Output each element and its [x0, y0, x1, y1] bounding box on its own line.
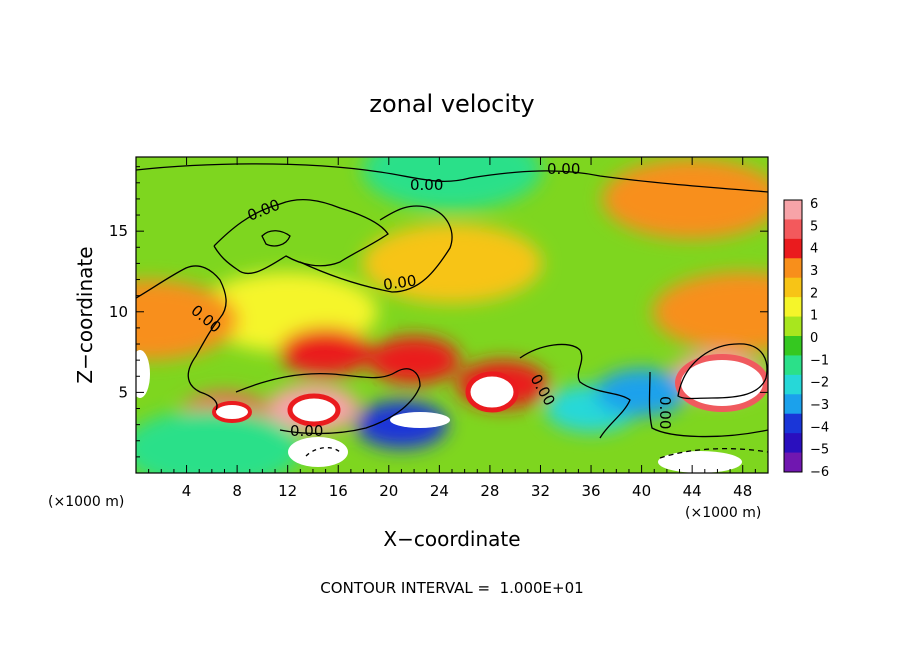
colorbar-tick-label: 1 [810, 309, 818, 324]
contour-middle [299, 205, 453, 293]
jet-core-southeast [658, 451, 742, 473]
colorbar-tick-label: 3 [810, 264, 818, 279]
field-blob [602, 158, 768, 239]
colorbar-frame [783, 199, 803, 473]
contour-label: 0.00 [410, 176, 443, 194]
colorbar-swatch [784, 297, 802, 318]
jet-core-bottom [288, 437, 348, 467]
colorbar-tick-label: −1 [810, 353, 829, 368]
colorbar-tick-label: −6 [810, 465, 829, 480]
x-axis-title: X−coordinate [383, 527, 520, 551]
colorbar-tick-label: −2 [810, 376, 829, 391]
contour-inner-loop [261, 230, 291, 247]
y-tick-label: 5 [118, 383, 128, 401]
y-tick-label: 15 [109, 222, 128, 240]
colorbar-swatch [784, 238, 802, 259]
jet-cores [136, 350, 768, 473]
field-blob [595, 368, 688, 417]
jet-core-center [287, 393, 341, 427]
x-unit-right: (×1000 m) [685, 505, 761, 521]
colorbar-tick-label: −4 [810, 420, 829, 435]
contour-lower-left [235, 368, 421, 435]
x-tick-label: 8 [232, 482, 242, 500]
chart-title: zonal velocity [369, 90, 534, 118]
contour-upper-loop [213, 198, 389, 275]
contour-lower-mid [519, 343, 631, 439]
field-blob [368, 336, 461, 385]
x-tick-label: 44 [683, 482, 702, 500]
x-axis: 4 8 12 16 20 24 28 32 36 40 44 48 [148, 157, 756, 500]
x-tick-label: 48 [733, 482, 752, 500]
colorbar-swatch [784, 258, 802, 279]
contour-mid-left [136, 265, 227, 411]
colorbar-tick-label: −3 [810, 398, 829, 413]
contour-east-loop [677, 343, 768, 400]
colorbar-tick-label: −5 [810, 443, 829, 458]
jet-core-west [212, 401, 252, 423]
colorbar-tick-label: 5 [810, 219, 818, 234]
colorbar-swatch [784, 433, 802, 454]
field-blob [362, 223, 542, 304]
contour-label: 0.00 [290, 422, 323, 440]
colorbar-tick-label: 4 [810, 242, 818, 257]
colorbar-swatch [784, 394, 802, 415]
x-tick-label: 4 [182, 482, 192, 500]
x-tick-label: 20 [379, 482, 398, 500]
contour-dashed-east [659, 447, 768, 459]
colorbar-swatch [784, 200, 802, 220]
jet-core-mid [465, 371, 519, 413]
field-blob [136, 408, 302, 473]
contour-east-bottom [648, 371, 768, 438]
y-tick-label: 10 [109, 303, 128, 321]
colorbar: 6 5 4 3 2 1 0 −1 −2 −3 −4 −5 −6 [783, 197, 829, 480]
field-blob [136, 279, 239, 360]
contour-label: 0.00 [382, 271, 418, 293]
x-tick-label: 28 [480, 482, 499, 500]
contour-interval-note: CONTOUR INTERVAL = 1.000E+01 [320, 579, 583, 597]
y-axis: 5 10 15 [109, 166, 768, 458]
colorbar-swatch [784, 219, 802, 240]
contour-label: 0.00 [547, 160, 580, 178]
colorbar-swatch [784, 316, 802, 337]
colorbar-tick-label: 6 [810, 197, 818, 212]
colorbar-swatch [784, 355, 802, 376]
x-unit-left: (×1000 m) [48, 494, 124, 510]
contour-label: 0.00 [656, 396, 674, 429]
x-tick-label: 12 [278, 482, 297, 500]
colorbar-swatch [784, 413, 802, 434]
contour-top [136, 163, 768, 193]
jet-core-east [675, 354, 768, 412]
jet-core-west-edge [136, 350, 150, 398]
colorbar-swatch [784, 374, 802, 395]
colorbar-swatch [784, 336, 802, 356]
field-blob [279, 328, 372, 377]
colorbar-tick-label: 2 [810, 286, 818, 301]
x-tick-label: 40 [632, 482, 651, 500]
field-blob [362, 157, 542, 210]
contour-dashed-center [305, 446, 341, 457]
x-tick-label: 36 [581, 482, 600, 500]
x-tick-label: 16 [329, 482, 348, 500]
colorbar-swatch [784, 452, 802, 473]
plot-area: 0.00 0.00 0.00 0.00 0.00 0.00 0.00 0.00 [136, 157, 768, 473]
x-tick-label: 32 [531, 482, 550, 500]
contour-lines [136, 163, 768, 459]
colorbar-tick-label: 0 [810, 331, 818, 346]
colorbar-swatch [784, 277, 802, 298]
retrograde-core [390, 412, 450, 428]
field-blob [652, 271, 768, 352]
y-axis-title: Z−coordinate [73, 246, 97, 383]
x-tick-label: 24 [430, 482, 449, 500]
